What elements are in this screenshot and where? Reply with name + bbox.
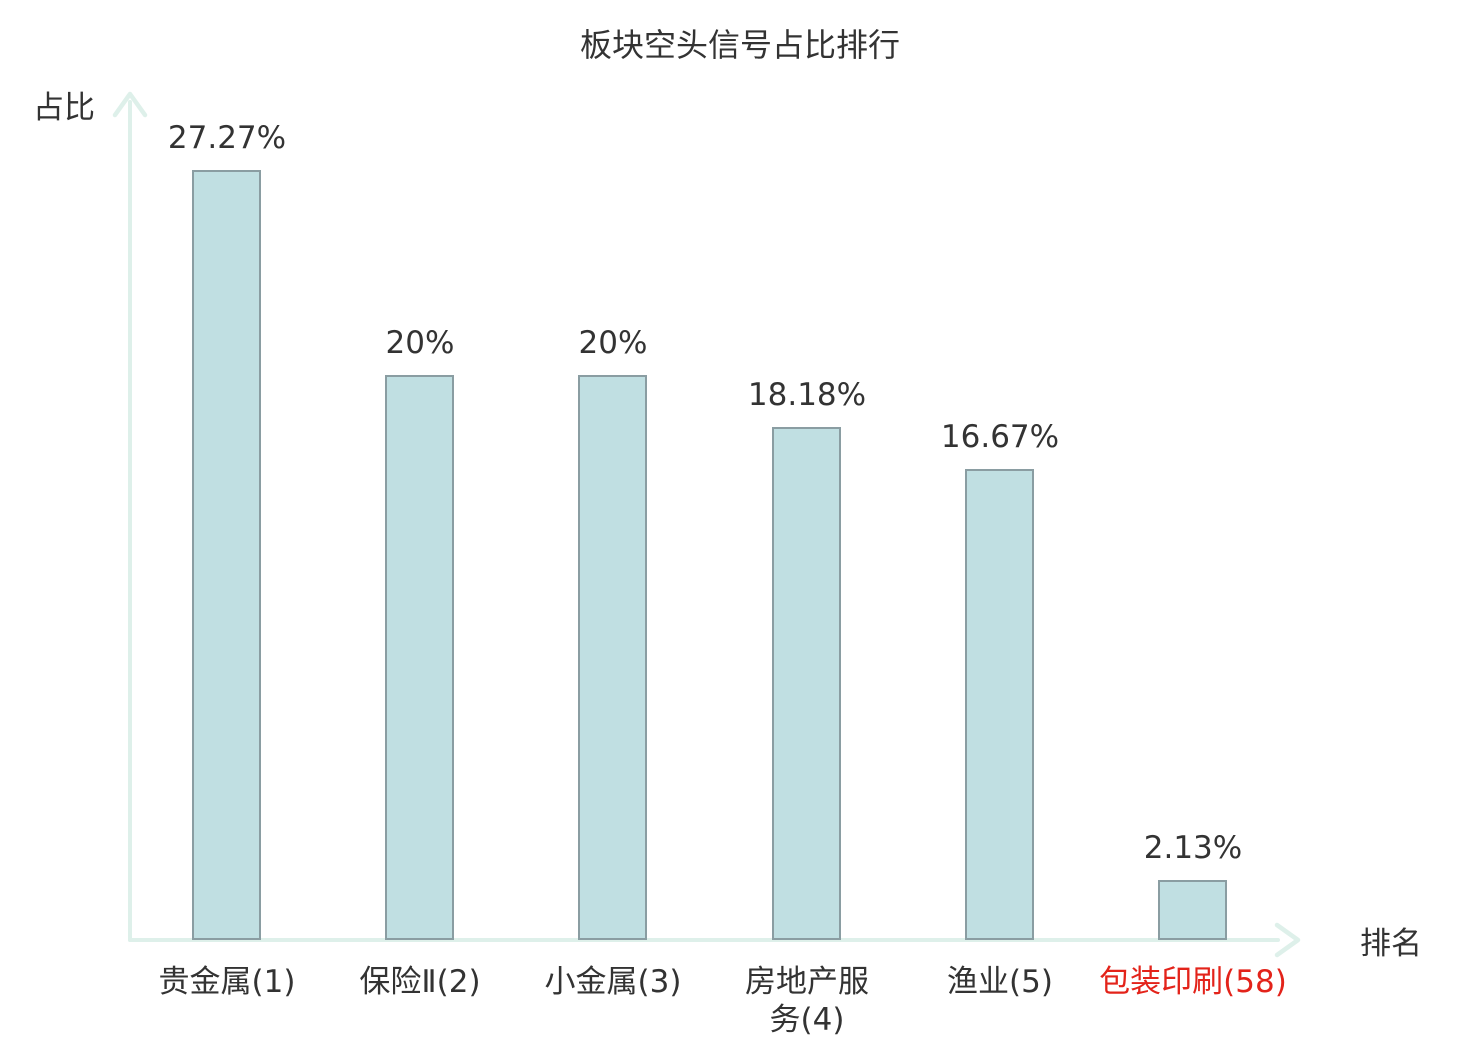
bar — [192, 170, 261, 940]
bar-value-label: 18.18% — [747, 377, 867, 413]
bar-value-label: 16.67% — [940, 419, 1060, 455]
bar — [578, 375, 647, 940]
chart-title: 板块空头信号占比排行 — [579, 26, 900, 64]
bar — [772, 427, 841, 940]
bar — [385, 375, 454, 940]
y-axis-arrow-icon — [112, 91, 148, 118]
bar-value-label: 27.27% — [167, 120, 287, 156]
bar — [1158, 880, 1227, 940]
x-axis — [128, 938, 1280, 942]
x-axis-label: 排名 — [1360, 926, 1422, 962]
x-tick-label: 渔业(5) — [947, 964, 1053, 1000]
bar-value-label: 20% — [385, 325, 455, 361]
x-tick-label: 包装印刷(58) — [1099, 964, 1287, 1000]
y-axis — [128, 100, 132, 942]
x-tick-label: 房地产服务(4) — [745, 964, 869, 1038]
x-tick-label: 保险Ⅱ(2) — [359, 964, 481, 1000]
bar-value-label: 2.13% — [1143, 830, 1243, 866]
x-tick-label: 小金属(3) — [544, 964, 682, 1000]
y-axis-label: 占比 — [33, 90, 95, 126]
x-tick-label: 贵金属(1) — [158, 964, 296, 1000]
x-axis-arrow-icon — [1274, 922, 1301, 958]
bar — [965, 469, 1034, 940]
bar-value-label: 20% — [578, 325, 648, 361]
